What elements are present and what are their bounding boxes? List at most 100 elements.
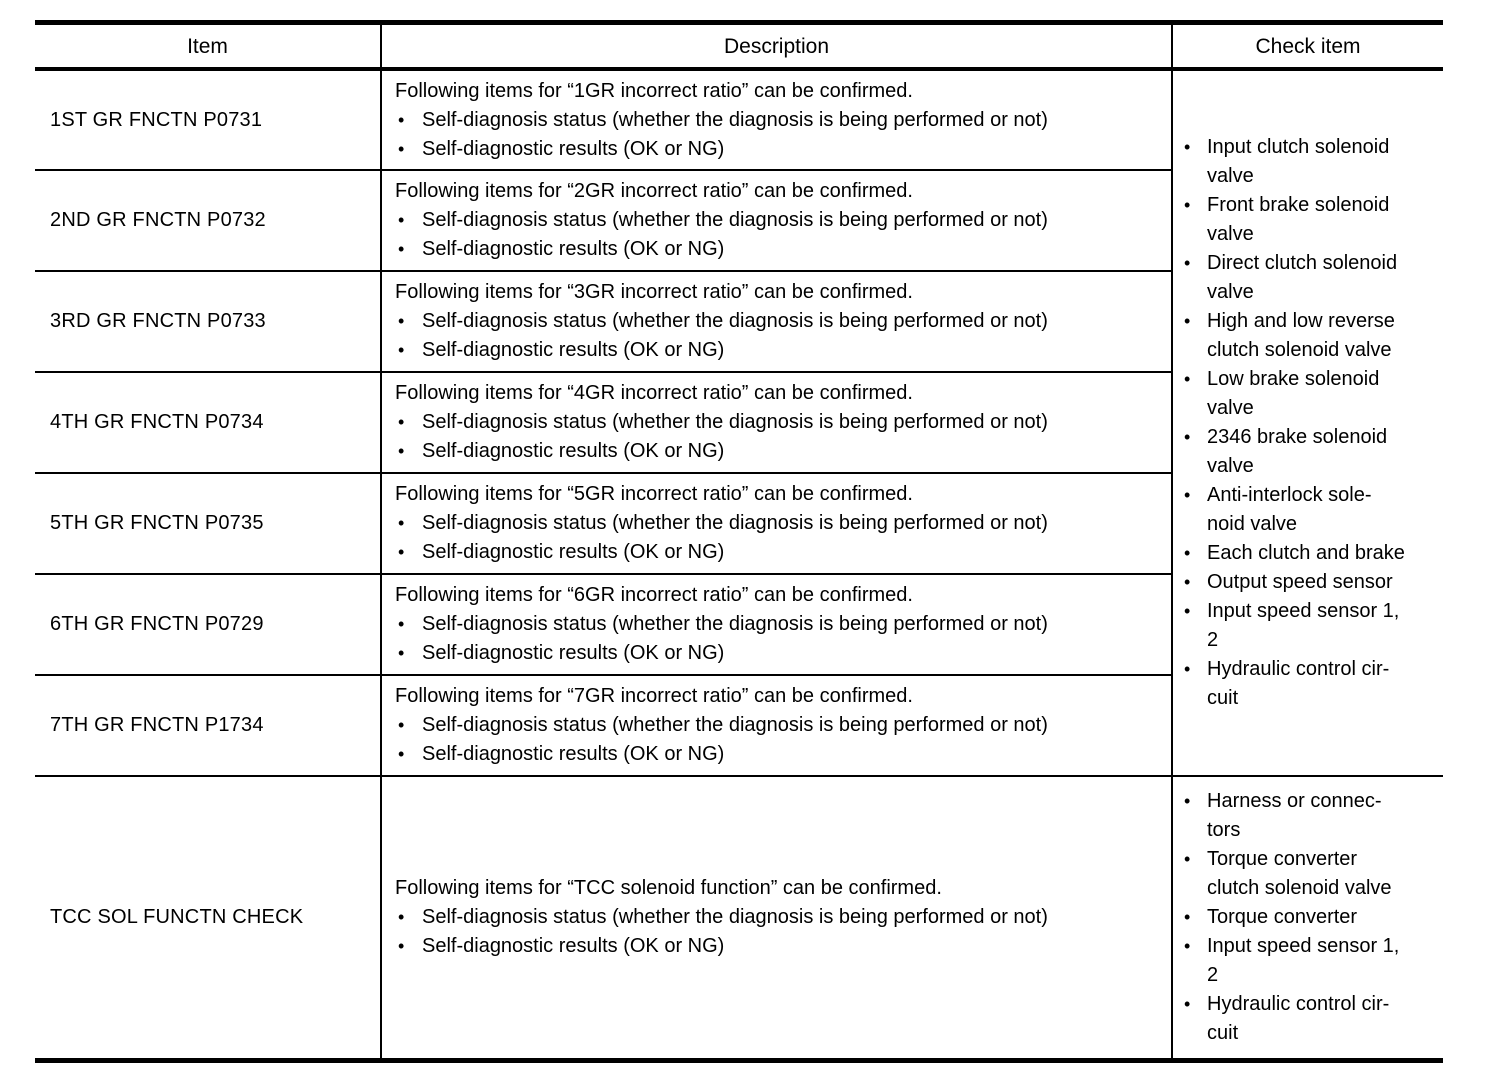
description-bullet-text: Self-diagnosis status (whether the diagn… [422, 714, 1048, 736]
description-bullet-text: Self-diagnosis status (whether the diagn… [422, 613, 1048, 635]
description-bullet-text: Self-diagnosis status (whether the diagn… [422, 310, 1048, 332]
table-row-1st-gr: 1ST GR FNCTN P0731 Following items for “… [35, 69, 1443, 777]
bullet-icon: • [398, 907, 405, 927]
bullet-icon: • [398, 311, 405, 331]
table-row-4th-gr: 4TH GR FNCTN P0734 Following items for “… [35, 372, 1443, 474]
check-item-text: Input clutch solenoid valve [1207, 136, 1390, 187]
check-item-list: • Input clutch solenoid valve • Front br… [1184, 133, 1439, 713]
bullet-icon: • [1184, 369, 1191, 389]
bullet-icon: • [398, 441, 405, 461]
item-cell: 6TH GR FNCTN P0729 [35, 574, 382, 676]
description-bullet: • Self-diagnosis status (whether the dia… [395, 408, 1163, 437]
check-item-list: • Harness or connec- tors • Torque conve… [1184, 787, 1439, 1048]
check-item-text: Hydraulic control cir- cuit [1207, 658, 1390, 709]
bullet-icon: • [398, 239, 405, 259]
bullet-icon: • [398, 412, 405, 432]
description-cell: Following items for “2GR incorrect ratio… [381, 170, 1173, 272]
column-header-check-item: Check item [1172, 22, 1443, 71]
description-bullet: • Self-diagnostic results (OK or NG) [395, 538, 1163, 567]
column-header-description: Description [381, 22, 1173, 71]
bullet-icon: • [398, 340, 405, 360]
description-cell: Following items for “1GR incorrect ratio… [381, 69, 1173, 171]
check-item-text: Harness or connec- tors [1207, 790, 1382, 841]
bullet-icon: • [1184, 485, 1191, 505]
bullet-icon: • [1184, 195, 1191, 215]
item-cell: TCC SOL FUNCTN CHECK [35, 776, 382, 1061]
description-bullet: • Self-diagnosis status (whether the dia… [395, 106, 1163, 135]
check-item: • Input speed sensor 1, 2 [1184, 597, 1439, 655]
check-item-text: Torque converter [1207, 906, 1358, 928]
description-bullet-text: Self-diagnostic results (OK or NG) [422, 935, 725, 957]
table-row-7th-gr: 7TH GR FNCTN P1734 Following items for “… [35, 675, 1443, 777]
check-item: • Harness or connec- tors [1184, 787, 1439, 845]
bullet-icon: • [398, 542, 405, 562]
description-bullet-text: Self-diagnostic results (OK or NG) [422, 541, 725, 563]
bullet-icon: • [1184, 994, 1191, 1014]
check-item: • Hydraulic control cir- cuit [1184, 655, 1439, 713]
description-bullet-text: Self-diagnostic results (OK or NG) [422, 440, 725, 462]
bullet-icon: • [1184, 907, 1191, 927]
description-bullet-text: Self-diagnostic results (OK or NG) [422, 238, 725, 260]
description-bullet: • Self-diagnostic results (OK or NG) [395, 235, 1163, 264]
bullet-icon: • [398, 744, 405, 764]
check-item-text: Low brake solenoid valve [1207, 368, 1380, 419]
description-heading: Following items for “1GR incorrect ratio… [395, 79, 913, 102]
item-cell: 1ST GR FNCTN P0731 [35, 69, 382, 171]
bullet-icon: • [1184, 572, 1191, 592]
description-heading: Following items for “TCC solenoid functi… [395, 877, 942, 899]
table-row-tcc-sol: TCC SOL FUNCTN CHECK Following items for… [35, 776, 1443, 1061]
bullet-icon: • [1184, 543, 1191, 563]
description-bullet: • Self-diagnostic results (OK or NG) [395, 740, 1163, 769]
check-item-text: Input speed sensor 1, 2 [1207, 935, 1400, 986]
bullet-icon: • [1184, 601, 1191, 621]
description-bullet: • Self-diagnostic results (OK or NG) [395, 135, 1163, 164]
check-item: • Each clutch and brake [1184, 539, 1439, 568]
description-heading: Following items for “7GR incorrect ratio… [395, 685, 913, 707]
check-item-text: Each clutch and brake [1207, 542, 1405, 564]
description-bullet: • Self-diagnosis status (whether the dia… [395, 903, 1163, 932]
bullet-icon: • [1184, 791, 1191, 811]
description-heading: Following items for “6GR incorrect ratio… [395, 584, 913, 606]
description-cell: Following items for “4GR incorrect ratio… [381, 372, 1173, 474]
description-bullet-text: Self-diagnostic results (OK or NG) [422, 137, 725, 160]
description-bullet: • Self-diagnosis status (whether the dia… [395, 307, 1163, 336]
check-item: • Torque converter clutch solenoid valve [1184, 845, 1439, 903]
item-cell: 4TH GR FNCTN P0734 [35, 372, 382, 474]
description-bullet: • Self-diagnosis status (whether the dia… [395, 509, 1163, 538]
description-bullet-text: Self-diagnostic results (OK or NG) [422, 743, 725, 765]
check-item-text: Output speed sensor [1207, 571, 1393, 593]
check-item-text: Direct clutch solenoid valve [1207, 252, 1398, 303]
bullet-icon: • [398, 643, 405, 663]
description-bullet: • Self-diagnosis status (whether the dia… [395, 610, 1163, 639]
diagnostic-items-table: Item Description Check item 1ST GR FNCTN… [35, 20, 1443, 1063]
description-bullet-text: Self-diagnosis status (whether the diagn… [422, 512, 1048, 534]
table-row-5th-gr: 5TH GR FNCTN P0735 Following items for “… [35, 473, 1443, 575]
check-item: • Input clutch solenoid valve [1184, 133, 1439, 191]
bullet-icon: • [398, 210, 405, 230]
bullet-icon: • [398, 936, 405, 956]
description-bullet: • Self-diagnostic results (OK or NG) [395, 336, 1163, 365]
check-item-cell-tcc: • Harness or connec- tors • Torque conve… [1172, 776, 1443, 1061]
check-item: • Hydraulic control cir- cuit [1184, 990, 1439, 1048]
table-row-6th-gr: 6TH GR FNCTN P0729 Following items for “… [35, 574, 1443, 676]
check-item-text: Torque converter clutch solenoid valve [1207, 848, 1392, 899]
check-item: • Low brake solenoid valve [1184, 365, 1439, 423]
description-cell: Following items for “3GR incorrect ratio… [381, 271, 1173, 373]
bullet-icon: • [398, 715, 405, 735]
description-heading: Following items for “5GR incorrect ratio… [395, 483, 913, 505]
item-cell: 2ND GR FNCTN P0732 [35, 170, 382, 272]
bullet-icon: • [1184, 936, 1191, 956]
check-item: • Output speed sensor [1184, 568, 1439, 597]
check-item: • Direct clutch solenoid valve [1184, 249, 1439, 307]
bullet-icon: • [398, 614, 405, 634]
check-item-text: Anti-interlock sole- noid valve [1207, 484, 1372, 535]
header-row: Item Description Check item [35, 22, 1443, 71]
table-row-3rd-gr: 3RD GR FNCTN P0733 Following items for “… [35, 271, 1443, 373]
bullet-icon: • [398, 513, 405, 533]
description-cell: Following items for “7GR incorrect ratio… [381, 675, 1173, 777]
description-bullet-text: Self-diagnosis status (whether the diagn… [422, 209, 1048, 231]
description-bullet: • Self-diagnostic results (OK or NG) [395, 932, 1163, 961]
description-cell: Following items for “6GR incorrect ratio… [381, 574, 1173, 676]
description-bullet-text: Self-diagnosis status (whether the diagn… [422, 906, 1048, 928]
check-item-text: 2346 brake solenoid valve [1207, 426, 1388, 477]
